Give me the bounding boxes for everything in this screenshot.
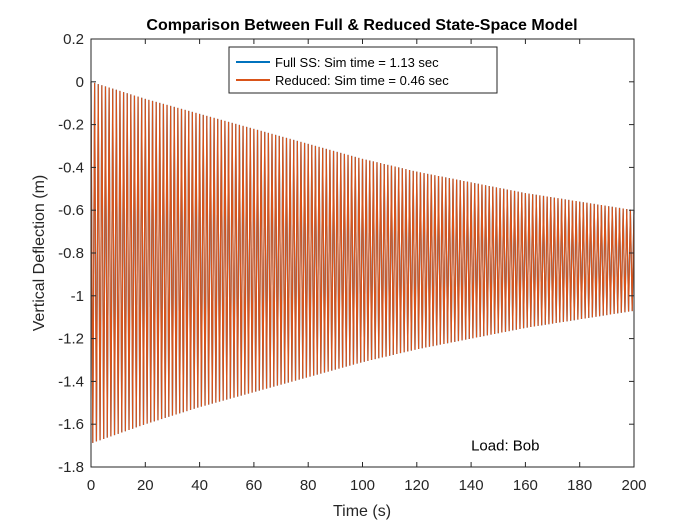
y-tick-label: 0.2 [63, 31, 84, 48]
chart-title: Comparison Between Full & Reduced State-… [146, 17, 577, 34]
x-tick-label: 180 [567, 477, 592, 494]
x-tick-label: 100 [350, 477, 375, 494]
y-tick-label: -1.6 [58, 416, 84, 433]
y-tick-label: -1.4 [58, 373, 84, 390]
y-tick-label: -0.8 [58, 245, 84, 262]
x-tick-label: 120 [404, 477, 429, 494]
series-layer [90, 81, 635, 443]
legend-label-full: Full SS: Sim time = 1.13 sec [275, 55, 439, 70]
x-axis-label: Time (s) [333, 503, 391, 520]
y-axis-label: Vertical Deflection (m) [31, 175, 48, 332]
y-tick-label: 0 [76, 74, 84, 91]
x-tick-label: 0 [87, 477, 95, 494]
series-line-reduced [90, 81, 635, 443]
x-tick-label: 140 [459, 477, 484, 494]
y-tick-label: -0.2 [58, 117, 84, 134]
x-tick-label: 20 [137, 477, 154, 494]
y-tick-label: -0.4 [58, 159, 84, 176]
y-tick-label: -1 [71, 288, 84, 305]
legend: Full SS: Sim time = 1.13 sec Reduced: Si… [228, 46, 498, 94]
x-tick-label: 200 [621, 477, 646, 494]
x-tick-label: 40 [191, 477, 208, 494]
x-tick-label: 160 [513, 477, 538, 494]
ticks-layer: 0 20 40 60 80 100 120 140 160 180 200 0.2 0 -0.2 -0.4 -… [58, 31, 646, 494]
x-tick-label: 60 [246, 477, 263, 494]
legend-box [228, 46, 498, 94]
y-tick-label: -1.2 [58, 331, 84, 348]
legend-label-reduced: Reduced: Sim time = 0.46 sec [275, 73, 449, 88]
y-tick-label: -0.6 [58, 202, 84, 219]
x-tick-label: 80 [300, 477, 317, 494]
load-annotation: Load: Bob [471, 438, 539, 455]
y-tick-label: -1.8 [58, 459, 84, 476]
